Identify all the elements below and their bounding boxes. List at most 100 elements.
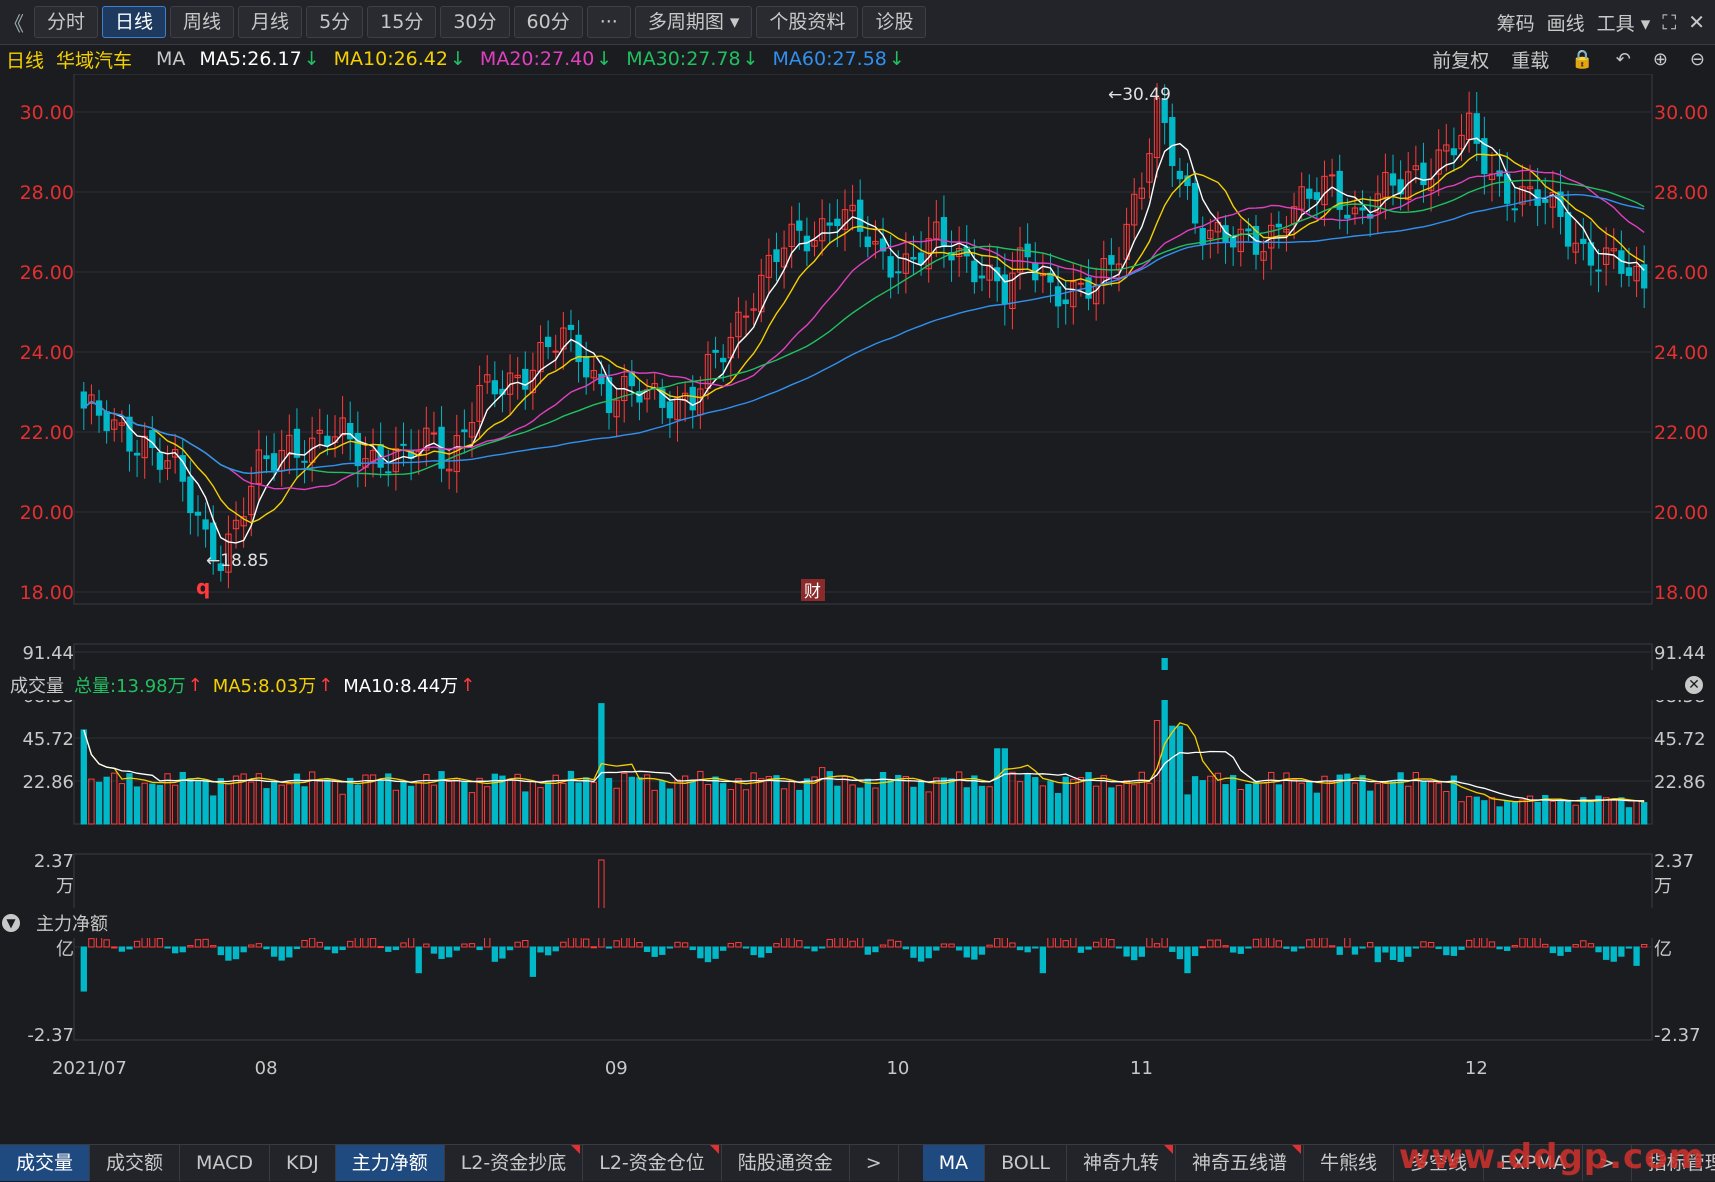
close-icon[interactable]: ✕ — [1688, 10, 1705, 34]
period-tab-5[interactable]: 15分 — [367, 6, 437, 38]
indicator-tab-9[interactable]: MA — [922, 1145, 986, 1181]
indicator-tab-2[interactable]: MACD — [180, 1145, 270, 1181]
collapse-left-icon[interactable]: 《 — [4, 11, 24, 36]
volume-bar — [544, 780, 552, 825]
flow-bar — [978, 946, 986, 955]
period-tab-2[interactable]: 周线 — [170, 6, 235, 38]
close-icon[interactable]: ✕ — [1685, 676, 1703, 694]
volume-bar — [963, 787, 970, 825]
ma-right-1[interactable]: 重载 — [1511, 49, 1550, 72]
flow-bar — [917, 946, 925, 962]
undo-icon[interactable]: ↶ — [1615, 48, 1631, 70]
indicator-tab-13[interactable]: 牛熊线 — [1304, 1145, 1394, 1181]
candle-body — [339, 417, 346, 436]
candle-body — [994, 267, 1001, 282]
candle-body — [1564, 211, 1572, 247]
toolbar-right-1[interactable]: 画线 — [1546, 12, 1585, 35]
candle-body — [179, 455, 186, 482]
period-tab-1[interactable]: 日线 — [102, 6, 167, 38]
zoom-out-icon[interactable]: ⊖ — [1689, 48, 1705, 70]
lock-icon[interactable]: 🔒 — [1571, 48, 1594, 70]
flow-bar — [811, 946, 818, 952]
volume-bar — [194, 780, 202, 825]
volume-bar — [1260, 782, 1267, 825]
flow-bar — [1359, 946, 1366, 949]
indicator-tab-17[interactable]: 指标管理 — [1632, 1145, 1715, 1181]
indicator-tab-14[interactable]: 多空线 — [1394, 1145, 1484, 1181]
indicator-tab-5[interactable]: L2-资金抄底 — [445, 1145, 584, 1181]
indicator-tab-16[interactable]: > — [1583, 1145, 1632, 1181]
toolbar-right-2[interactable]: 工具 ▾ — [1596, 12, 1651, 35]
indicator-tab-8[interactable]: > — [850, 1145, 899, 1181]
volume-bar — [103, 776, 110, 825]
flow-bar — [704, 946, 712, 963]
period-tab-10[interactable]: 个股资料 — [756, 6, 859, 38]
flow-bar — [1374, 946, 1381, 963]
indicator-tab-4[interactable]: 主力净额 — [335, 1145, 445, 1181]
volume-bar — [666, 788, 674, 825]
volume-bar — [1268, 771, 1275, 825]
volume-bar — [1420, 780, 1427, 825]
period-tab-9[interactable]: 多周期图 ▾ — [634, 6, 753, 38]
flow-bar — [651, 946, 658, 957]
period-tab-11[interactable]: 诊股 — [862, 6, 927, 38]
candle-body — [1473, 113, 1480, 144]
chevron-down-icon[interactable]: ▼ — [2, 914, 20, 932]
volume-bar — [811, 776, 818, 825]
flow-bar — [1572, 944, 1579, 948]
candle-body — [735, 311, 742, 338]
stock-name[interactable]: 华域汽车 — [56, 49, 133, 72]
candle-body — [1131, 193, 1138, 226]
indicator-tab-15[interactable]: EXPMA — [1484, 1145, 1583, 1181]
candle-body — [544, 336, 552, 348]
flow-bar — [187, 945, 194, 948]
period-tab-6[interactable]: 30分 — [440, 6, 510, 38]
indicator-tab-3[interactable]: KDJ — [270, 1145, 336, 1181]
period-tab-3[interactable]: 月线 — [238, 6, 303, 38]
volume-bar — [1138, 771, 1145, 825]
flow-bar — [308, 937, 316, 948]
volume-bar — [750, 772, 757, 825]
fullscreen-icon[interactable]: ⛶ — [1662, 10, 1677, 34]
indicator-tab-7[interactable]: 陆股通资金 — [722, 1145, 850, 1181]
flow-bar — [1602, 946, 1610, 960]
volume-bar — [1077, 777, 1085, 825]
volume-bar — [1564, 801, 1572, 825]
price-tick-left: 20.00 — [20, 502, 74, 524]
volume-bar — [286, 783, 293, 825]
indicator-tab-12[interactable]: 神奇五线谱 — [1176, 1145, 1304, 1181]
candle-body — [1275, 223, 1282, 228]
period-tab-4[interactable]: 5分 — [306, 6, 364, 38]
volume-bar — [1275, 784, 1282, 825]
ma-right-0[interactable]: 前复权 — [1432, 49, 1490, 72]
volume-bar — [727, 788, 734, 825]
indicator-tab-1[interactable]: 成交额 — [90, 1145, 181, 1181]
period-tab-7[interactable]: 60分 — [513, 6, 583, 38]
candle-body — [1161, 98, 1168, 123]
candle-body — [788, 223, 795, 248]
indicator-tab-11[interactable]: 神奇九转 — [1067, 1145, 1176, 1181]
flow-bar — [796, 940, 803, 948]
candle-body — [468, 422, 476, 438]
indicator-tab-0[interactable]: 成交量 — [0, 1145, 91, 1181]
indicator-tab-10[interactable]: BOLL — [985, 1145, 1067, 1181]
volume-total: 总量:13.98万 — [74, 676, 186, 697]
finance-marker: 财 — [804, 582, 821, 602]
flow-bar — [1184, 946, 1191, 974]
flow-bar — [1328, 945, 1336, 948]
indicator-tab-6[interactable]: L2-资金仓位 — [583, 1145, 722, 1181]
volume-bar — [720, 783, 727, 825]
toolbar-right-0[interactable]: 筹码 — [1496, 12, 1535, 35]
period-tab-0[interactable]: 分时 — [34, 6, 99, 38]
period-tab-8[interactable]: ··· — [586, 6, 631, 38]
volume-bar — [902, 776, 910, 825]
candle-body — [88, 394, 95, 405]
kline-chart[interactable]: 30.00 30.00 28.00 28.00 26.00 26.00 24.00 24.00… — [0, 74, 1715, 1182]
flow-bar — [1397, 946, 1404, 962]
zoom-in-icon[interactable]: ⊕ — [1652, 48, 1668, 70]
indicator-label[interactable]: MA — [156, 48, 186, 70]
flow-bar — [605, 946, 613, 949]
candle-body — [347, 423, 354, 440]
candle-body — [1602, 247, 1610, 265]
candle-body — [187, 476, 194, 514]
